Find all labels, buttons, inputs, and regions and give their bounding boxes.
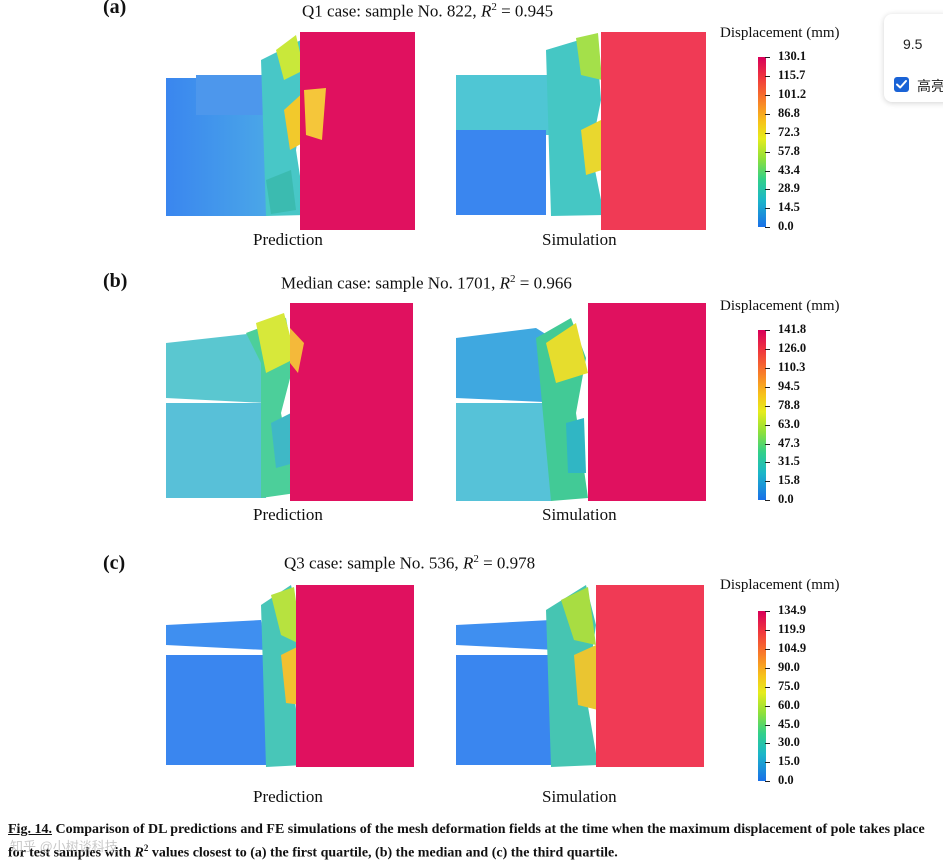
crush-base: [271, 413, 294, 468]
simulation-plot: [456, 32, 706, 230]
pole: [601, 32, 706, 230]
tick-label: 119.9: [778, 622, 806, 636]
tick-label: 31.5: [778, 454, 800, 468]
pole-fragment: [304, 88, 326, 140]
tick-label: 15.8: [778, 473, 800, 487]
colorbar: [758, 57, 766, 227]
colorbar-title: Displacement (mm): [720, 577, 840, 593]
figure-label: Fig. 14.: [8, 822, 52, 837]
colorbar: [758, 611, 766, 781]
prediction-plot: [166, 303, 413, 501]
prediction-plot: [166, 585, 414, 767]
tick-label: 47.3: [778, 436, 800, 450]
tick-label: 104.9: [778, 641, 807, 655]
tick-label: 134.9: [778, 603, 807, 617]
prediction-label: Prediction: [253, 230, 323, 249]
panel-title: Q3 case: sample No. 536, R2 = 0.978: [284, 553, 536, 573]
tick-label: 75.0: [778, 679, 800, 693]
simulation-label: Simulation: [542, 505, 617, 524]
tick-label: 78.8: [778, 398, 800, 412]
colorbar: [758, 330, 766, 500]
crush-yellow: [576, 33, 602, 80]
tick-label: 0.0: [778, 773, 794, 787]
prediction-label: Prediction: [253, 787, 323, 806]
figure-caption: Fig. 14. Comparison of DL predictions an…: [8, 822, 925, 861]
tick-label: 72.3: [778, 125, 800, 139]
vehicle-body: [456, 130, 546, 215]
panel-title: Median case: sample No. 1701, R2 = 0.966: [281, 273, 572, 293]
vehicle-upper: [166, 620, 266, 650]
tick-label: 63.0: [778, 417, 800, 431]
pole-fragment: [290, 328, 304, 373]
highlight-popup: 9.5 高亮: [884, 14, 943, 102]
crush-zone: [261, 40, 306, 216]
tick-label: 0.0: [778, 492, 794, 506]
vehicle-body: [456, 655, 551, 765]
tick-label: 115.7: [778, 68, 806, 82]
popup-value[interactable]: 9.5: [903, 36, 923, 52]
tick-label: 101.2: [778, 87, 807, 101]
crush-base: [566, 418, 586, 473]
tick-label: 45.0: [778, 717, 800, 731]
prediction-label: Prediction: [253, 505, 323, 524]
vehicle-body: [456, 403, 551, 501]
tick-label: 126.0: [778, 341, 807, 355]
tick-label: 90.0: [778, 660, 800, 674]
prediction-plot: [166, 32, 415, 230]
crush-orange: [581, 120, 602, 175]
tick-label: 94.5: [778, 379, 800, 393]
vehicle-upper: [456, 620, 556, 650]
simulation-label: Simulation: [542, 230, 617, 249]
highlight-checkbox-label: 高亮: [917, 78, 943, 94]
panel-letter: (b): [103, 270, 128, 292]
crush-orange: [574, 645, 598, 710]
vehicle-upper: [456, 75, 551, 135]
panel-title: Q1 case: sample No. 822, R2 = 0.945: [302, 1, 554, 21]
vehicle-body: [166, 403, 266, 498]
pole: [296, 585, 414, 767]
crush-yellow: [271, 587, 302, 645]
tick-label: 0.0: [778, 219, 794, 233]
colorbar-title: Displacement (mm): [720, 25, 840, 41]
simulation-plot: [456, 585, 704, 767]
tick-label: 43.4: [778, 163, 800, 177]
crush-yellow: [561, 587, 596, 645]
tick-label: 86.8: [778, 106, 800, 120]
colorbar-title: Displacement (mm): [720, 298, 840, 314]
tick-label: 30.0: [778, 735, 800, 749]
crush-yellow: [256, 313, 296, 373]
tick-label: 14.5: [778, 200, 800, 214]
tick-label: 57.8: [778, 144, 800, 158]
crush-base: [266, 170, 296, 214]
checkmark-icon: [896, 80, 907, 89]
vehicle-body: [166, 655, 266, 765]
tick-label: 28.9: [778, 181, 800, 195]
vehicle-upper: [166, 333, 276, 403]
crush-yellow: [276, 35, 304, 80]
crush-yellow: [546, 323, 588, 383]
simulation-plot: [456, 303, 706, 501]
tick-label: 141.8: [778, 322, 807, 336]
pole: [596, 585, 704, 767]
simulation-label: Simulation: [542, 787, 617, 806]
pole: [290, 303, 413, 501]
panel-letter: (c): [103, 552, 126, 574]
tick-label: 60.0: [778, 698, 800, 712]
tick-label: 110.3: [778, 360, 806, 374]
panel-letter: (a): [103, 0, 127, 18]
vehicle-upper: [196, 75, 266, 115]
highlight-checkbox[interactable]: [894, 77, 909, 92]
pole: [588, 303, 706, 501]
tick-label: 15.0: [778, 754, 800, 768]
watermark: 知乎 @小树谈科技: [10, 839, 118, 854]
tick-label: 130.1: [778, 49, 807, 63]
